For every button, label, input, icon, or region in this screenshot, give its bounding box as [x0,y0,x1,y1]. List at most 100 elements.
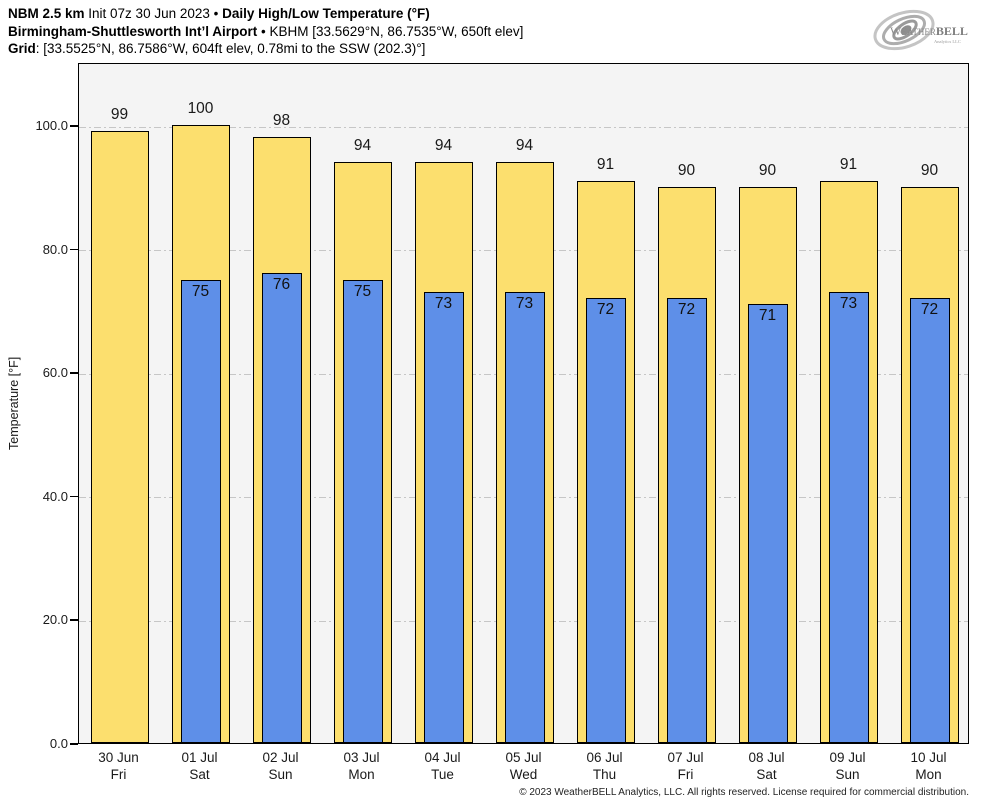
bar-slot: 94 73 [484,64,565,743]
bar-slot: 99 [79,64,160,743]
high-value-label: 99 [110,106,129,124]
bar-slot: 98 76 [241,64,322,743]
y-tick-label: 60.0 [42,365,68,381]
x-tick-date: 05 Jul [505,750,542,765]
x-tick-day: Fri [110,767,127,782]
low-bar: 73 [423,291,464,743]
station-coords: • KBHM [33.5629°N, 86.7535°W, 650ft elev… [257,23,524,39]
weatherbell-logo: WEATHERBELL Analytics LLC [873,9,968,51]
low-value-label: 72 [677,301,696,319]
low-bar: 72 [666,298,707,743]
model-name: NBM 2.5 km [8,6,85,21]
grid-label: Grid [8,41,36,56]
x-tick-label: 05 Jul Wed [483,749,564,783]
x-tick-label: 09 Jul Sun [807,749,888,783]
bar-slot: 100 75 [160,64,241,743]
x-tick-label: 04 Jul Tue [402,749,483,783]
x-tick-date: 07 Jul [667,750,704,765]
low-bar: 73 [828,291,869,743]
low-bar: 72 [585,298,626,743]
x-tick-day: Wed [509,767,538,782]
y-tick-mark [70,248,78,251]
high-value-label: 98 [272,112,291,130]
high-value-label: 90 [758,161,777,179]
bar-slot: 94 75 [322,64,403,743]
bar-slot: 94 73 [403,64,484,743]
low-value-label: 71 [758,307,777,325]
low-bar: 72 [909,298,950,743]
low-bar: 73 [504,291,545,743]
low-value-label: 73 [839,294,858,312]
x-tick-label: 01 Jul Sat [159,749,240,783]
x-tick-day: Fri [677,767,694,782]
header-title-line3: Grid: [33.5525°N, 86.7586°W, 604ft elev,… [8,40,523,58]
high-value-label: 94 [353,137,372,155]
low-bar: 75 [180,279,221,743]
x-tick-date: 08 Jul [748,750,785,765]
x-tick-date: 30 Jun [98,750,139,765]
low-bar: 76 [261,273,302,743]
x-tick-label: 30 Jun Fri [78,749,159,783]
x-tick-day: Thu [592,767,617,782]
high-value-label: 94 [434,137,453,155]
x-tick-day: Sun [835,767,860,782]
high-value-label: 90 [920,161,939,179]
y-tick-mark [70,743,78,745]
low-value-label: 76 [272,276,291,294]
y-tick-mark [70,619,78,621]
logo-text-weather: WEATHERBELL [890,24,968,38]
low-bar: 75 [342,279,383,743]
x-tick-day: Mon [348,767,375,782]
bar-slot: 90 72 [646,64,727,743]
y-tick-mark [70,125,78,127]
y-tick-label: 40.0 [42,488,68,504]
y-axis-title: Temperature [°F] [7,356,21,451]
low-value-label: 73 [434,294,453,312]
x-tick-label: 02 Jul Sun [240,749,321,783]
high-value-label: 100 [187,100,214,117]
y-tick-label: 80.0 [42,241,68,257]
bar-slot: 91 73 [808,64,889,743]
high-bar [90,131,149,743]
bar-slot: 91 72 [565,64,646,743]
y-tick-label: 20.0 [42,612,68,628]
bar-slot: 90 72 [889,64,970,743]
x-tick-date: 09 Jul [829,750,866,765]
x-tick-date: 03 Jul [343,750,380,765]
x-tick-label: 07 Jul Fri [645,749,726,783]
low-value-label: 73 [515,294,534,312]
y-tick-mark [70,372,78,374]
x-tick-date: 02 Jul [262,750,299,765]
init-time: Init 07z 30 Jun 2023 • [84,6,223,21]
plot-area: 99 100 75 98 76 94 75 94 73 94 73 91 72 90 72 90 71 91 73 9… [78,63,969,744]
low-bar: 71 [747,304,788,743]
footer-copyright: © 2023 WeatherBELL Analytics, LLC. All r… [519,787,969,798]
x-tick-day: Tue [431,767,454,782]
x-tick-day: Mon [915,767,942,782]
x-tick-day: Sun [268,767,293,782]
x-tick-label: 06 Jul Thu [564,749,645,783]
bar-slot: 90 71 [727,64,808,743]
low-value-label: 72 [920,301,939,319]
x-tick-day: Sat [189,767,210,782]
y-tick-label: 100.0 [35,118,68,133]
x-tick-date: 01 Jul [181,750,218,765]
x-tick-label: 10 Jul Mon [888,749,969,783]
grid-coords: : [33.5525°N, 86.7586°W, 604ft elev, 0.7… [35,41,426,56]
high-value-label: 90 [677,161,696,179]
high-value-label: 91 [839,155,858,173]
chart-title: Daily High/Low Temperature (°F) [222,6,430,21]
low-value-label: 75 [353,282,372,300]
header-title-line2: Birmingham-Shuttlesworth Int’l Airport •… [8,23,523,41]
chart-header: NBM 2.5 km Init 07z 30 Jun 2023 • Daily … [8,5,523,58]
y-tick-mark [70,495,78,498]
x-tick-date: 10 Jul [910,750,947,765]
x-tick-date: 04 Jul [424,750,461,765]
header-title-line1: NBM 2.5 km Init 07z 30 Jun 2023 • Daily … [8,5,523,23]
x-tick-label: 03 Jul Mon [321,749,402,783]
low-value-label: 75 [191,282,210,300]
x-tick-label: 08 Jul Sat [726,749,807,783]
x-tick-date: 06 Jul [586,750,623,765]
high-value-label: 91 [596,155,615,173]
